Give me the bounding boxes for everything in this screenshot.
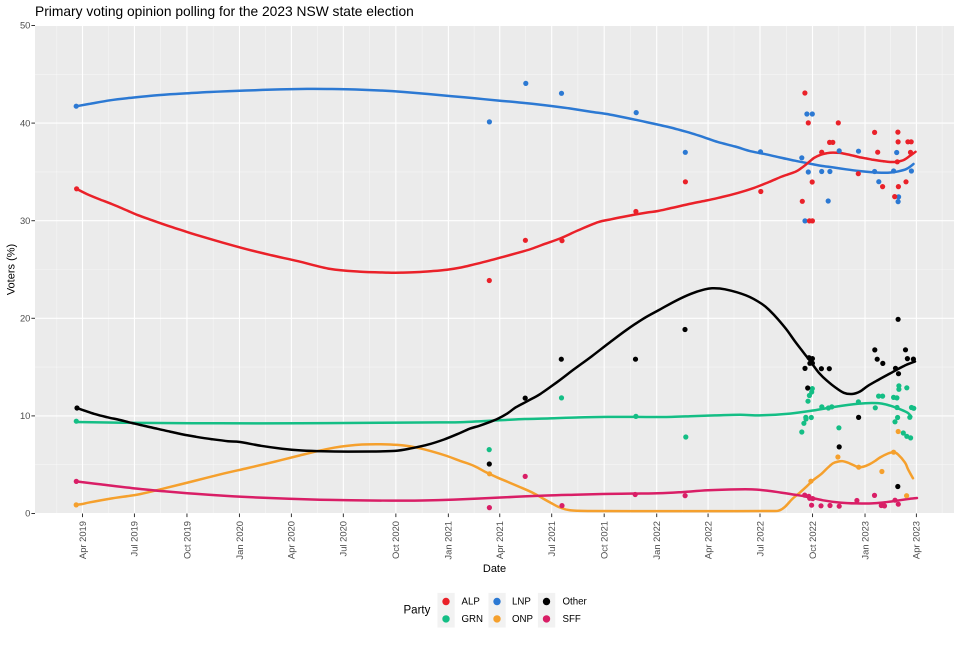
svg-text:Apr 2023: Apr 2023 <box>911 521 922 559</box>
svg-text:0: 0 <box>25 508 30 519</box>
svg-text:Apr 2019: Apr 2019 <box>77 521 88 559</box>
svg-text:Party: Party <box>404 605 431 617</box>
svg-text:Jul 2022: Jul 2022 <box>754 521 765 556</box>
svg-text:50: 50 <box>20 20 30 31</box>
svg-text:Oct 2020: Oct 2020 <box>390 521 401 559</box>
svg-text:Oct 2022: Oct 2022 <box>807 521 818 559</box>
svg-text:Jan 2021: Jan 2021 <box>443 521 454 560</box>
svg-text:40: 40 <box>20 117 30 128</box>
svg-text:Oct 2019: Oct 2019 <box>181 521 192 559</box>
svg-text:Jan 2023: Jan 2023 <box>859 521 870 560</box>
svg-text:Other: Other <box>563 597 588 608</box>
svg-text:30: 30 <box>20 215 30 226</box>
svg-text:Apr 2022: Apr 2022 <box>702 521 713 559</box>
svg-text:LNP: LNP <box>512 597 531 608</box>
svg-text:20: 20 <box>20 313 30 324</box>
svg-text:Jul 2021: Jul 2021 <box>546 521 557 556</box>
svg-text:Jan 2022: Jan 2022 <box>651 521 662 560</box>
svg-text:Jan 2020: Jan 2020 <box>234 521 245 560</box>
svg-text:Oct 2021: Oct 2021 <box>599 521 610 559</box>
svg-text:Apr 2021: Apr 2021 <box>494 521 505 559</box>
svg-text:10: 10 <box>20 410 30 421</box>
svg-text:ALP: ALP <box>462 597 480 608</box>
svg-text:Voters (%): Voters (%) <box>5 244 17 295</box>
svg-text:GRN: GRN <box>462 614 484 625</box>
svg-text:Jul 2020: Jul 2020 <box>338 521 349 556</box>
svg-text:Date: Date <box>483 563 506 575</box>
svg-text:ONP: ONP <box>512 614 533 625</box>
svg-text:Primary voting opinion polling: Primary voting opinion polling for the 2… <box>35 4 414 19</box>
svg-text:Apr 2020: Apr 2020 <box>286 521 297 559</box>
svg-text:Jul 2019: Jul 2019 <box>129 521 140 556</box>
svg-text:SFF: SFF <box>563 614 581 625</box>
